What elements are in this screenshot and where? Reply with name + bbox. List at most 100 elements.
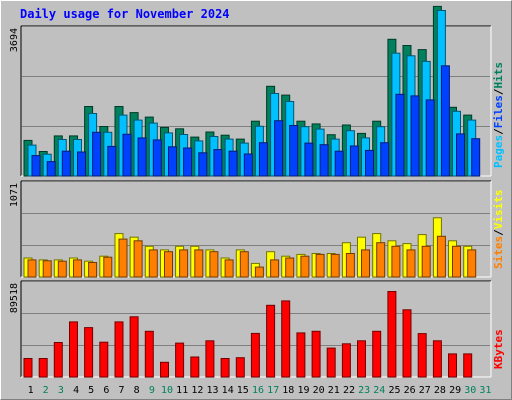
x-tick-label-day-11: 11 [176, 385, 188, 396]
bar-sites-day-8 [133, 240, 143, 278]
bar-sites-day-19 [300, 255, 310, 278]
bar-sites-day-2 [42, 260, 52, 278]
bar-sites-day-17 [270, 259, 280, 278]
bar-pages-day-5 [92, 131, 102, 177]
bar-sites-day-5 [88, 262, 98, 278]
bar-pages-day-7 [122, 133, 132, 177]
bar-pages-day-29 [456, 133, 465, 177]
bar-kbytes-day-2 [38, 358, 48, 378]
x-tick-label-day-30: 30 [464, 385, 476, 396]
bar-sites-day-23 [361, 249, 370, 278]
bar-sites-day-16 [254, 266, 264, 278]
x-tick-label-day-8: 8 [134, 385, 140, 396]
bar-pages-day-2 [46, 161, 56, 177]
bar-kbytes-day-7 [114, 321, 124, 378]
bar-sites-day-7 [118, 238, 128, 278]
x-tick-label-day-7: 7 [118, 385, 124, 396]
x-tick-label-day-3: 3 [58, 385, 64, 396]
bar-sites-day-10 [164, 251, 173, 278]
x-tick-label-day-29: 29 [449, 385, 461, 396]
bar-pages-day-20 [319, 144, 329, 177]
legend-hits: Hits [492, 62, 505, 89]
x-tick-label-day-26: 26 [404, 385, 416, 396]
legend-separator: / [492, 88, 505, 95]
bar-sites-day-15 [239, 251, 249, 278]
x-tick-label-day-4: 4 [73, 385, 79, 396]
bar-kbytes-day-24 [372, 330, 382, 378]
x-tick-label-day-16: 16 [252, 385, 264, 396]
x-tick-label-day-25: 25 [388, 385, 400, 396]
panel-kbytes: 89518 KBytes [9, 280, 505, 378]
bar-sites-day-18 [285, 257, 295, 278]
bar-sites-day-28 [436, 235, 446, 278]
bar-kbytes-day-3 [53, 342, 63, 378]
bar-pages-day-9 [152, 139, 162, 177]
bar-pages-day-24 [380, 142, 390, 177]
bar-kbytes-day-8 [129, 316, 139, 378]
bar-pages-day-13 [213, 149, 223, 177]
bar-kbytes-day-12 [190, 356, 200, 378]
chart-title: Daily usage for November 2024 [20, 7, 230, 21]
bar-sites-day-11 [179, 249, 189, 278]
bar-pages-day-8 [137, 137, 147, 177]
bar-pages-day-14 [228, 150, 238, 177]
bar-kbytes-day-21 [326, 347, 336, 378]
bar-sites-day-25 [391, 245, 401, 278]
bar-sites-day-3 [57, 260, 67, 278]
x-tick-label-day-23: 23 [358, 385, 370, 396]
legend-kbytes: KBytes [492, 329, 505, 369]
legend-separator: / [492, 229, 505, 236]
bar-pages-day-23 [365, 149, 374, 177]
x-tick-label-day-18: 18 [282, 385, 294, 396]
x-tick-label-day-1: 1 [28, 385, 34, 396]
x-tick-label-day-17: 17 [267, 385, 279, 396]
bar-kbytes-day-5 [84, 327, 94, 378]
x-tick-label-day-27: 27 [419, 385, 431, 396]
panel-visits-sites: 1071 Sites/Visits [9, 180, 505, 278]
bar-pages-day-17 [274, 120, 284, 177]
y-max-label: 89518 [9, 283, 20, 313]
bar-pages-day-10 [168, 146, 177, 177]
legend-separator: / [492, 128, 505, 135]
bar-kbytes-day-14 [220, 358, 230, 378]
bar-kbytes-day-27 [417, 333, 427, 378]
bar-pages-day-16 [258, 142, 268, 177]
bar-kbytes-day-9 [144, 330, 154, 378]
legend-sites: Sites [492, 236, 505, 269]
bar-kbytes-day-11 [175, 342, 185, 378]
x-tick-label-day-15: 15 [237, 385, 249, 396]
legend: KBytes [492, 329, 505, 369]
bar-kbytes-day-13 [205, 340, 215, 378]
x-tick-label-day-12: 12 [191, 385, 203, 396]
bar-pages-day-30 [471, 138, 481, 177]
bar-sites-day-1 [27, 259, 37, 278]
bar-pages-day-27 [425, 99, 435, 177]
x-tick-label-day-13: 13 [206, 385, 218, 396]
bar-pages-day-18 [289, 125, 299, 177]
bar-pages-day-11 [183, 147, 193, 177]
x-tick-label-day-20: 20 [313, 385, 325, 396]
bar-pages-day-3 [61, 150, 71, 177]
bar-sites-day-21 [330, 253, 340, 278]
x-tick-label-day-19: 19 [297, 385, 309, 396]
bar-sites-day-6 [103, 256, 113, 278]
x-tick-label-day-24: 24 [373, 385, 385, 396]
bar-sites-day-26 [406, 249, 416, 278]
bar-kbytes-day-19 [296, 332, 306, 378]
bar-kbytes-day-15 [235, 357, 245, 378]
bar-pages-day-25 [395, 93, 405, 177]
x-tick-label-day-9: 9 [149, 385, 155, 396]
x-tick-label-day-31: 31 [479, 385, 491, 396]
x-tick-label-day-22: 22 [343, 385, 355, 396]
bar-sites-day-24 [376, 242, 386, 278]
bar-kbytes-day-6 [99, 341, 109, 378]
bar-kbytes-day-4 [69, 321, 78, 378]
bar-pages-day-21 [334, 150, 344, 177]
bar-kbytes-day-20 [311, 330, 321, 378]
legend-pages: Pages [492, 135, 505, 168]
bar-sites-day-14 [224, 259, 234, 278]
bar-sites-day-30 [467, 249, 477, 278]
bar-kbytes-day-16 [250, 332, 260, 378]
